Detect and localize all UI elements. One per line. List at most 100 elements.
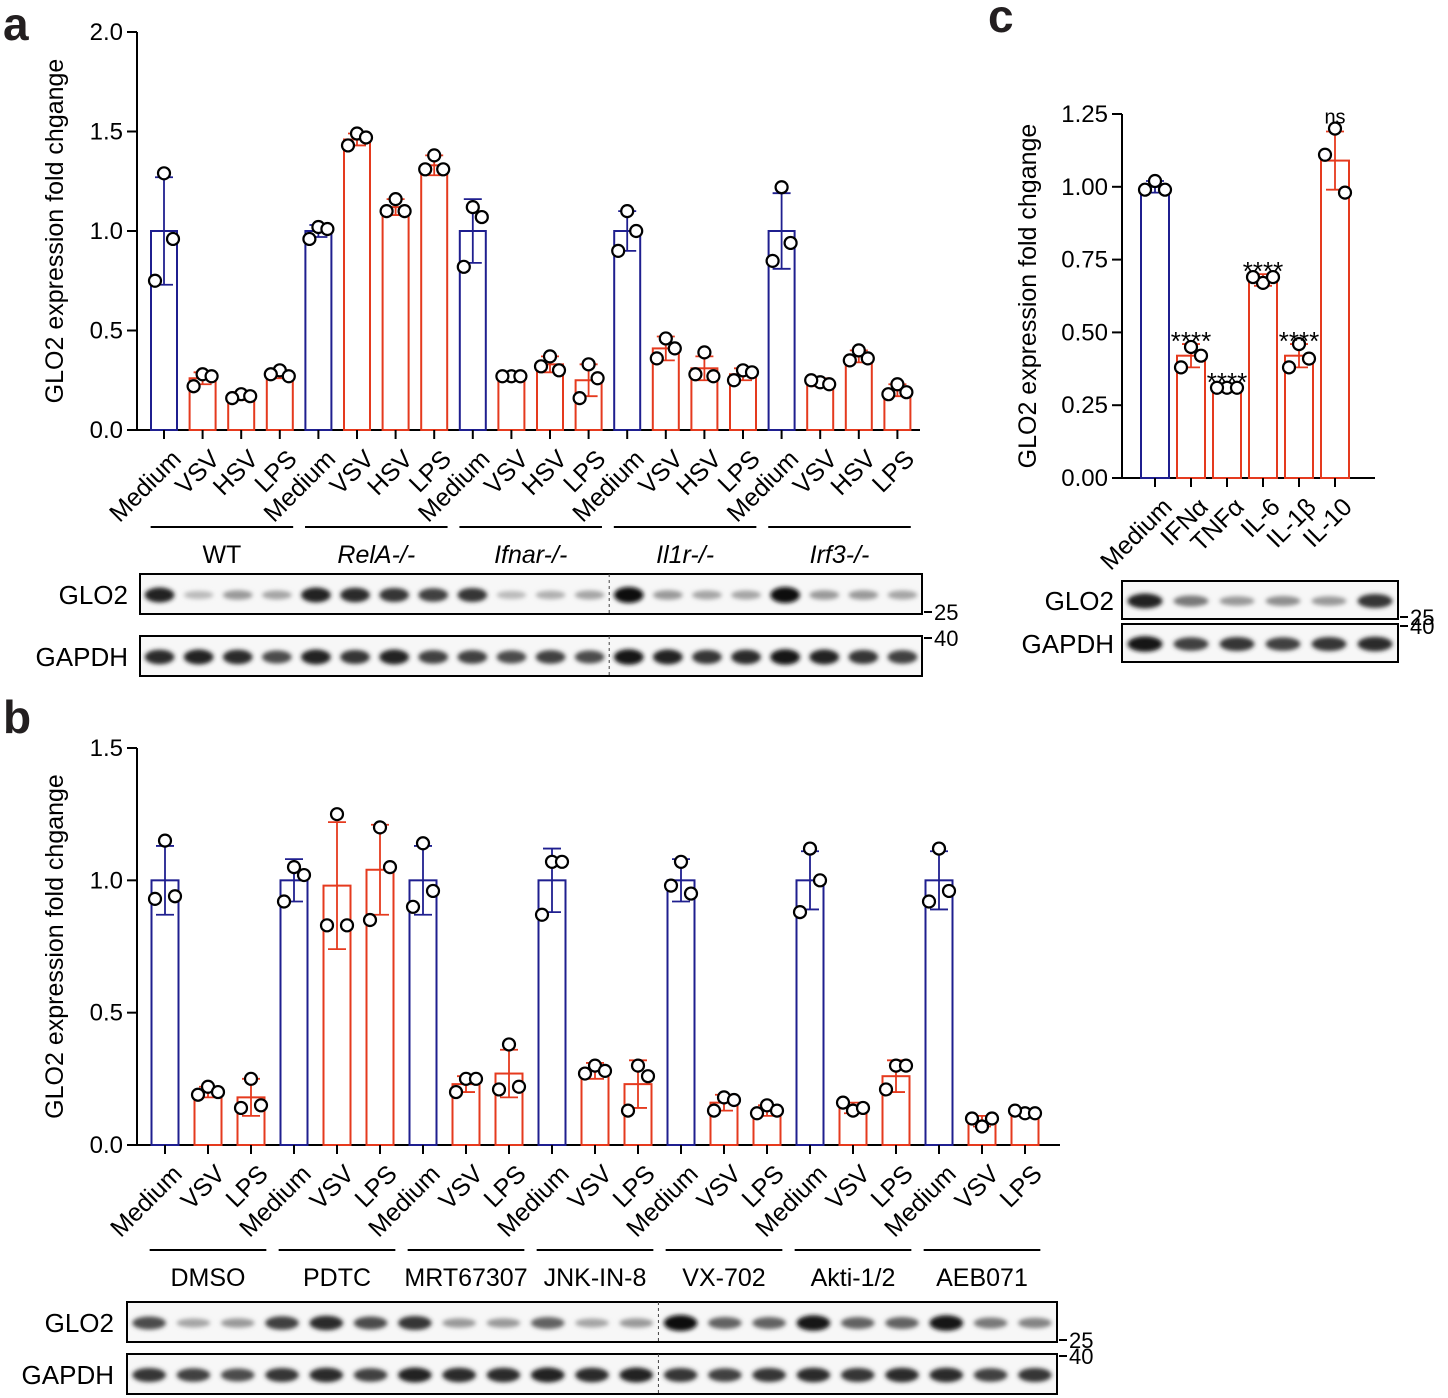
- blot-band: [379, 588, 410, 602]
- blot-band: [848, 650, 879, 664]
- blot-frame: [1121, 623, 1399, 663]
- blot-band: [1265, 596, 1301, 606]
- y-tick-label: 0.00: [1061, 465, 1108, 492]
- bar: [580, 1069, 610, 1146]
- data-point: [513, 369, 528, 384]
- data-point: [495, 369, 510, 384]
- data-point: [851, 343, 866, 358]
- bar: [1212, 386, 1242, 479]
- blot-band: [535, 650, 566, 664]
- blot-band: [840, 1368, 875, 1382]
- x-category-label: VSV: [692, 1160, 747, 1215]
- data-point: [388, 192, 403, 207]
- blot-band: [809, 590, 840, 600]
- bar: [924, 879, 954, 1146]
- blot-band: [1219, 596, 1255, 606]
- blot-band: [973, 1317, 1008, 1329]
- panel-letter-b: b: [3, 691, 31, 743]
- blot-band: [731, 590, 761, 600]
- data-point: [1281, 360, 1297, 375]
- bar: [279, 879, 309, 1146]
- blot-band: [809, 649, 840, 665]
- blot-band: [692, 590, 722, 600]
- data-point: [1007, 1103, 1023, 1118]
- y-axis-label: GLO2 expression fold chgange: [41, 59, 69, 404]
- blot-band: [708, 1317, 742, 1329]
- y-tick-label: 2.0: [90, 19, 123, 46]
- data-point: [167, 889, 183, 904]
- blot-band: [340, 587, 370, 603]
- bar: [343, 138, 371, 432]
- blot-band: [486, 1367, 521, 1383]
- data-point: [1157, 182, 1173, 197]
- data-point: [1265, 269, 1281, 285]
- blot-band: [398, 1316, 432, 1330]
- bar: [1248, 278, 1278, 480]
- group-label: Irf3-/-: [810, 541, 870, 569]
- data-point: [1137, 182, 1153, 197]
- group-label: VX-702: [682, 1264, 765, 1292]
- blot-band: [183, 591, 214, 599]
- blot-frame: [139, 635, 923, 677]
- data-point: [362, 912, 378, 928]
- blot-label: GLO2: [45, 1308, 114, 1338]
- blot-frame: [1121, 580, 1399, 620]
- blot-band: [265, 1316, 299, 1330]
- x-category-label: Medium: [104, 445, 187, 528]
- blot-band: [309, 1315, 344, 1331]
- blot-band: [887, 590, 918, 600]
- data-point: [281, 369, 296, 384]
- significance-label: ****: [1279, 326, 1319, 356]
- data-point: [319, 918, 335, 933]
- blot-band: [261, 590, 292, 600]
- data-point: [1147, 173, 1163, 189]
- data-point: [533, 359, 549, 374]
- blot-band: [176, 1318, 211, 1328]
- group-label: WT: [202, 541, 241, 569]
- blot-band: [929, 1315, 964, 1331]
- mw-marker-label: 25: [1410, 605, 1434, 630]
- x-category-label: Medium: [105, 1160, 188, 1243]
- y-tick-label: 1.5: [90, 735, 123, 762]
- data-point: [890, 377, 905, 392]
- blot-band: [752, 1317, 786, 1329]
- data-point: [186, 379, 201, 394]
- group-label: JNK-IN-8: [544, 1264, 647, 1292]
- blot-band: [692, 650, 722, 664]
- blot-band: [575, 1367, 609, 1383]
- blot-band: [340, 650, 370, 664]
- blot-band: [574, 590, 605, 600]
- blot-band: [929, 1367, 964, 1383]
- data-point: [1173, 360, 1189, 375]
- data-point: [1301, 351, 1317, 366]
- group-label: RelA-/-: [337, 541, 415, 569]
- data-point: [372, 820, 388, 835]
- panel-letter-a: a: [3, 0, 29, 50]
- data-point: [1209, 380, 1225, 395]
- bar: [1320, 159, 1350, 479]
- blot-band: [663, 1315, 698, 1331]
- blot-band: [973, 1368, 1008, 1382]
- data-point: [296, 867, 312, 883]
- y-axis-label: GLO2 expression fold chgange: [1014, 124, 1042, 469]
- data-point: [706, 369, 721, 384]
- blot-band: [309, 1367, 344, 1383]
- data-point: [1327, 121, 1343, 136]
- data-point: [233, 1100, 249, 1116]
- data-point: [842, 353, 857, 368]
- blot-label: GLO2: [1045, 586, 1114, 616]
- data-point: [1193, 348, 1209, 363]
- data-point: [931, 841, 947, 856]
- data-point: [899, 385, 914, 400]
- blot-band: [1311, 596, 1347, 606]
- data-point: [792, 904, 808, 920]
- blot-band: [457, 588, 488, 602]
- bar: [795, 879, 825, 1146]
- blot-band: [220, 1318, 255, 1328]
- blot-band: [885, 1367, 919, 1383]
- data-point: [165, 231, 181, 247]
- data-point: [329, 807, 345, 822]
- data-point: [190, 1087, 206, 1102]
- blot-band: [398, 1367, 432, 1383]
